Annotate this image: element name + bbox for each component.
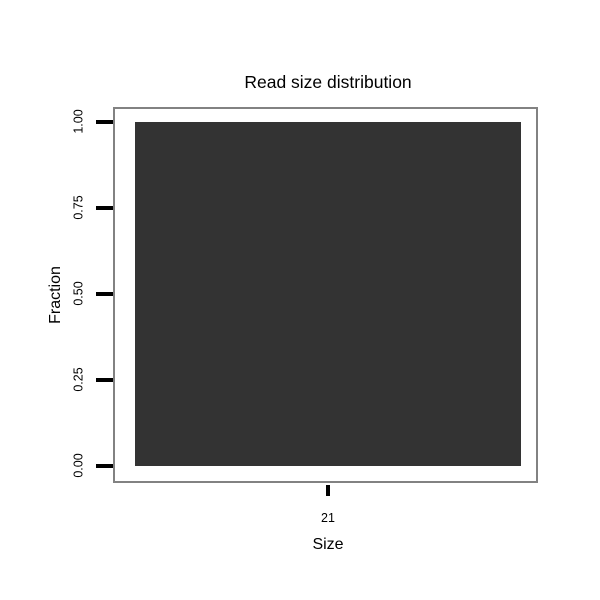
ytick-mark-1-00	[96, 120, 113, 124]
ytick-mark-0-00	[96, 464, 113, 468]
xtick-mark-21	[326, 485, 330, 496]
ytick-mark-0-50	[96, 292, 113, 296]
ytick-label-0-25: 0.25	[71, 367, 86, 392]
y-axis-title: Fraction	[47, 266, 64, 324]
ytick-label-0-50: 0.50	[71, 281, 86, 306]
x-axis-title: Size	[312, 536, 344, 553]
ytick-label-0-75: 0.75	[71, 195, 86, 220]
ytick-mark-0-25	[96, 378, 113, 382]
xtick-label-21: 21	[321, 511, 335, 525]
chart-title: Read size distribution	[244, 72, 412, 92]
ytick-label-1-00: 1.00	[71, 109, 86, 134]
ytick-label-0-00: 0.00	[71, 453, 86, 478]
ytick-mark-0-75	[96, 206, 113, 210]
bar-size-21	[135, 122, 521, 466]
